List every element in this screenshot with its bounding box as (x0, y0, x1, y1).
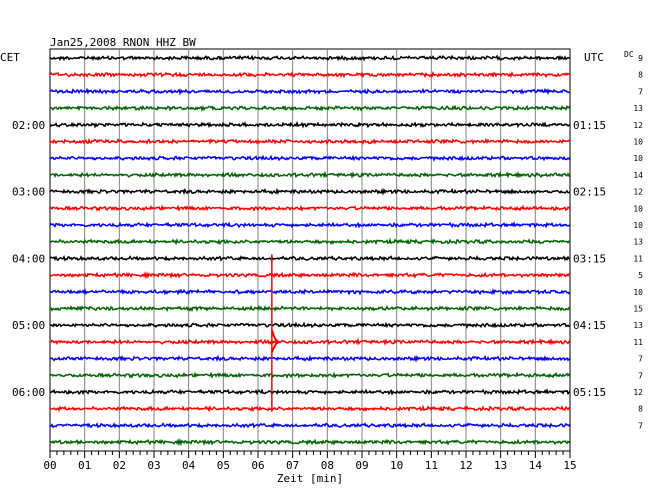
trace-15 (49, 288, 571, 296)
trace-16 (49, 304, 571, 313)
trace-4 (49, 104, 571, 112)
plot-frame (49, 48, 571, 452)
x-tick-label: 10 (390, 459, 403, 472)
dc-value: 13 (633, 104, 643, 113)
trace-21 (49, 388, 571, 396)
x-axis-label: Zeit [min] (277, 472, 343, 485)
left-time-label: 03:00 (12, 186, 45, 199)
trace-14 (49, 271, 571, 280)
x-tick-label: 08 (321, 459, 334, 472)
right-axis-label: UTC (584, 51, 604, 64)
x-tick-label: 07 (286, 459, 299, 472)
trace-5 (49, 120, 571, 129)
trace-6 (49, 137, 571, 145)
dc-value: 8 (638, 71, 643, 80)
x-tick-label: 11 (425, 459, 438, 472)
trace-8 (49, 170, 571, 179)
x-tick-label: 14 (529, 459, 543, 472)
x-tick-label: 12 (459, 459, 472, 472)
dc-value: 12 (633, 388, 643, 397)
x-axis: 00 01 02 03 04 05 06 07 08 09 10 11 12 13 14 15 (43, 451, 577, 472)
dc-value: 8 (638, 405, 643, 414)
grid (49, 48, 571, 452)
x-tick-label: 09 (355, 459, 368, 472)
dc-value: 5 (638, 271, 643, 280)
right-time-label: 04:15 (573, 319, 606, 332)
dc-value: 12 (633, 188, 643, 197)
dc-value: 7 (638, 371, 643, 380)
x-tick-label: 06 (251, 459, 264, 472)
dc-value: 13 (633, 238, 643, 247)
left-axis-label: CET (0, 51, 20, 64)
dc-value: 10 (633, 138, 643, 147)
dc-value: 12 (633, 121, 643, 130)
trace-3 (49, 87, 571, 96)
x-tick-label: 01 (78, 459, 91, 472)
trace-19 (49, 354, 571, 363)
trace-24 (49, 438, 571, 447)
event (270, 254, 281, 412)
dc-value: 7 (638, 355, 643, 364)
trace-18 (49, 337, 571, 346)
dc-value: 9 (638, 54, 643, 63)
x-tick-label: 13 (494, 459, 507, 472)
trace-12 (49, 237, 571, 246)
event-waveform (270, 329, 281, 353)
x-tick-label: 03 (147, 459, 160, 472)
right-time-label: 01:15 (573, 119, 606, 132)
trace-22 (49, 404, 571, 413)
x-tick-label: 15 (563, 459, 576, 472)
trace-10 (49, 204, 571, 212)
trace-1 (49, 54, 571, 62)
dc-value: 7 (638, 87, 643, 96)
dc-value: 7 (638, 421, 643, 430)
dc-value: 10 (633, 204, 643, 213)
trace-11 (49, 221, 571, 229)
dc-label: DC (624, 50, 634, 59)
trace-23 (49, 421, 571, 429)
left-time-label: 04:00 (12, 252, 45, 265)
right-time-label: 03:15 (573, 252, 606, 265)
left-time-label: 06:00 (12, 386, 45, 399)
trace-13 (49, 254, 571, 262)
x-tick-label: 00 (43, 459, 56, 472)
dc-value: 15 (633, 305, 643, 314)
right-time-label: 05:15 (573, 386, 606, 399)
dc-value: 10 (633, 221, 643, 230)
time-labels: 02:00 03:00 04:00 05:00 06:00 01:15 02:15 03:15… (12, 54, 643, 430)
left-time-label: 02:00 (12, 119, 45, 132)
traces (49, 54, 571, 447)
left-time-label: 05:00 (12, 319, 45, 332)
trace-9 (49, 187, 571, 196)
trace-20 (49, 371, 571, 379)
trace-17 (49, 321, 571, 329)
dc-value: 10 (633, 288, 643, 297)
dc-value: 11 (633, 338, 643, 347)
x-tick-label: 02 (113, 459, 126, 472)
trace-2 (49, 70, 571, 79)
trace-7 (49, 154, 571, 162)
dc-value: 10 (633, 154, 643, 163)
chart-title: Jan25,2008 RNON HHZ BW (50, 36, 196, 49)
dc-value: 14 (633, 171, 643, 180)
dc-value: 13 (633, 321, 643, 330)
dc-value: 11 (633, 254, 643, 263)
x-tick-label: 05 (217, 459, 230, 472)
x-tick-label: 04 (182, 459, 196, 472)
right-time-label: 02:15 (573, 186, 606, 199)
